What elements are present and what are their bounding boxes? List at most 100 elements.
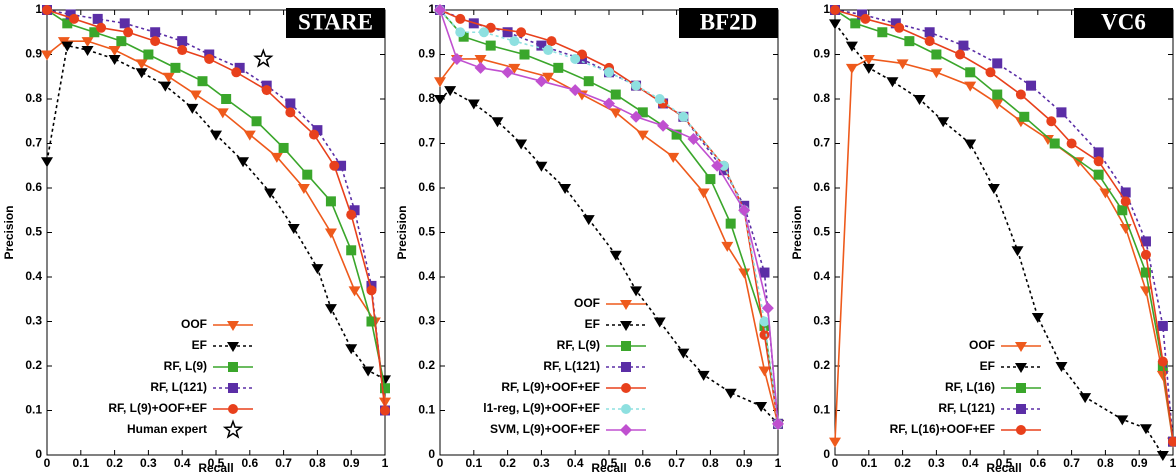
- point: [559, 184, 572, 194]
- point: [450, 52, 463, 65]
- point: [1056, 107, 1067, 118]
- x-tick-label: 0.2: [499, 456, 516, 470]
- point: [609, 108, 622, 119]
- legend-marker: [222, 419, 244, 439]
- point: [309, 129, 320, 140]
- legend-label: EF: [192, 338, 207, 352]
- legend-label: EF: [585, 317, 600, 331]
- point: [502, 27, 513, 38]
- series-line: [46, 44, 386, 381]
- point: [546, 36, 557, 47]
- point: [924, 36, 935, 47]
- point: [630, 286, 643, 297]
- y-tick-label: 0.2: [25, 358, 42, 372]
- point: [759, 329, 770, 340]
- point: [186, 103, 199, 114]
- point: [116, 36, 127, 47]
- point: [324, 228, 337, 239]
- y-tick-label: 0.4: [418, 269, 435, 283]
- point: [197, 76, 208, 87]
- point: [610, 89, 621, 100]
- point: [177, 45, 188, 56]
- y-tick-label: 1: [428, 2, 435, 16]
- point: [1140, 249, 1151, 260]
- point: [119, 18, 130, 29]
- point: [1011, 246, 1024, 257]
- point: [553, 62, 564, 73]
- point: [261, 85, 272, 96]
- x-tick-label: 0.7: [1063, 456, 1080, 470]
- legend-label: RF, L(9): [164, 359, 207, 373]
- point: [311, 264, 324, 275]
- point: [297, 184, 310, 194]
- point: [725, 218, 736, 229]
- chart-title: VC6: [1101, 9, 1146, 34]
- point: [62, 18, 73, 29]
- chart-title: BF2D: [700, 9, 758, 34]
- point: [1140, 236, 1151, 247]
- x-tick-label: 0.6: [1029, 456, 1046, 470]
- point: [348, 286, 361, 297]
- point: [829, 437, 841, 448]
- point: [609, 250, 622, 261]
- point: [159, 81, 172, 92]
- series-line: [46, 40, 386, 402]
- point: [542, 72, 555, 83]
- x-tick-label: 0.1: [860, 456, 877, 470]
- legend-marker: [620, 424, 632, 436]
- point: [1031, 313, 1044, 324]
- legend-marker: [621, 404, 631, 414]
- point: [65, 9, 76, 20]
- point: [519, 49, 530, 60]
- point: [170, 62, 181, 73]
- point: [535, 161, 548, 172]
- y-tick-label: 0.2: [418, 358, 435, 372]
- point: [237, 157, 250, 168]
- point: [845, 41, 858, 52]
- point: [162, 72, 175, 83]
- point: [759, 316, 770, 327]
- y-tick-label: 0.9: [813, 47, 830, 61]
- point: [543, 45, 554, 56]
- point: [491, 117, 504, 128]
- point: [987, 184, 1000, 194]
- point: [678, 111, 689, 122]
- point: [444, 86, 457, 97]
- legend-label: RF, L(16): [945, 380, 995, 394]
- legend-label: RF, L(16)+OOF+EF: [890, 422, 995, 436]
- y-tick-label: 0.6: [25, 180, 42, 194]
- point: [667, 152, 680, 163]
- point: [92, 13, 103, 24]
- point: [1117, 205, 1128, 216]
- point: [501, 66, 514, 79]
- legend-marker: [228, 383, 238, 393]
- title-box: [1074, 8, 1173, 38]
- point: [904, 36, 915, 47]
- point: [362, 366, 375, 377]
- point: [1026, 80, 1037, 91]
- x-tick-label: 0.2: [894, 456, 911, 470]
- x-tick-label: 0.2: [106, 456, 123, 470]
- legend-marker: [621, 341, 631, 351]
- point: [285, 98, 296, 109]
- point: [958, 40, 969, 51]
- point: [862, 63, 875, 74]
- point: [189, 90, 202, 101]
- point: [287, 224, 300, 235]
- point: [569, 84, 582, 97]
- y-tick-label: 1: [35, 2, 42, 16]
- x-tick-label: 0.9: [1131, 456, 1148, 470]
- legend-label: OOF: [574, 296, 600, 310]
- point: [312, 125, 323, 136]
- point: [894, 22, 905, 33]
- legend-label: RF, L(9)+OOF+EF: [108, 401, 207, 415]
- x-tick-label: 1: [382, 456, 389, 470]
- point: [1120, 187, 1131, 198]
- point: [653, 317, 666, 328]
- legend-label: OOF: [181, 317, 207, 331]
- legend-label: RF, L(121): [150, 380, 207, 394]
- point: [724, 388, 737, 399]
- series-line: [439, 58, 779, 425]
- point: [857, 9, 868, 20]
